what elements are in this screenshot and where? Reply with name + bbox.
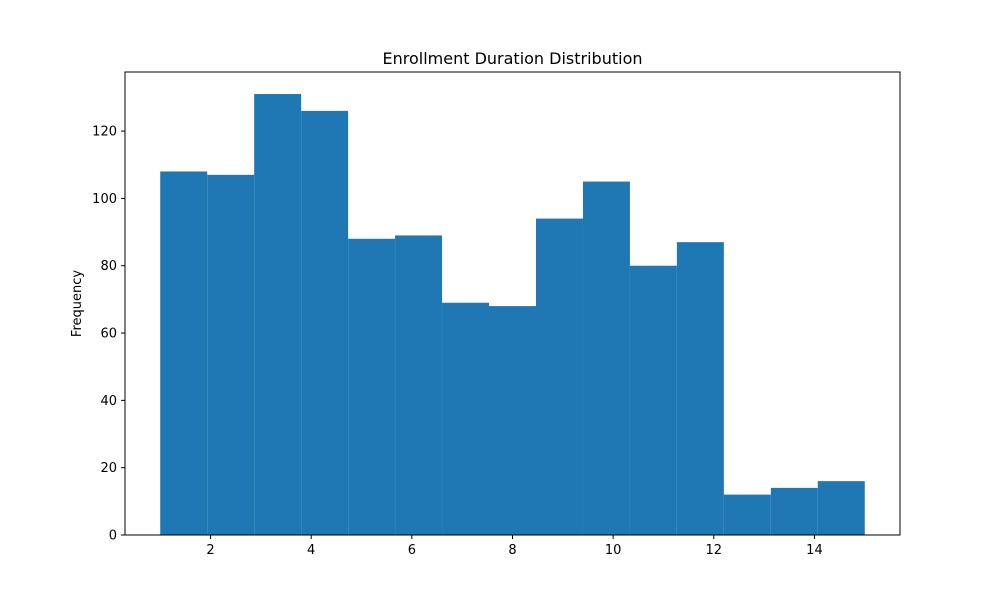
histogram-bar <box>582 181 630 535</box>
y-tick-label: 100 <box>92 192 117 207</box>
histogram-bar <box>535 218 583 535</box>
histogram-bar <box>629 265 677 535</box>
x-tick-label: 8 <box>508 543 516 558</box>
x-tick-label: 14 <box>806 543 823 558</box>
histogram-bar <box>207 174 255 535</box>
histogram-bar <box>348 238 396 535</box>
histogram-bar <box>301 110 349 535</box>
histogram-bar <box>817 481 865 535</box>
histogram-bar <box>489 306 536 535</box>
histogram-bar <box>442 302 490 535</box>
y-axis-label: Frequency <box>70 270 85 337</box>
x-tick-label: 4 <box>307 543 315 558</box>
y-ticks-layer: 0 20 40 60 80 100 120 <box>92 125 125 544</box>
x-tick-label: 12 <box>706 543 723 558</box>
y-tick-label: 40 <box>100 394 117 409</box>
x-ticks-layer: 2 4 6 8 10 12 14 <box>206 535 823 558</box>
histogram-bar <box>676 242 724 536</box>
chart-title: Enrollment Duration Distribution <box>382 49 642 68</box>
histogram-bar <box>770 487 818 535</box>
histogram-bar <box>254 94 302 536</box>
y-tick-label: 60 <box>100 327 117 342</box>
x-tick-label: 10 <box>605 543 622 558</box>
y-tick-label: 0 <box>109 529 117 544</box>
plot-frame <box>124 71 901 536</box>
y-tick-label: 20 <box>100 461 117 476</box>
y-tick-label: 80 <box>100 259 117 274</box>
x-tick-label: 2 <box>206 543 214 558</box>
y-tick-label: 120 <box>92 125 117 140</box>
bars-layer <box>160 94 865 536</box>
x-tick-label: 6 <box>408 543 416 558</box>
histogram-bar <box>395 235 443 535</box>
histogram-bar <box>160 171 208 535</box>
histogram-bar <box>723 494 771 535</box>
